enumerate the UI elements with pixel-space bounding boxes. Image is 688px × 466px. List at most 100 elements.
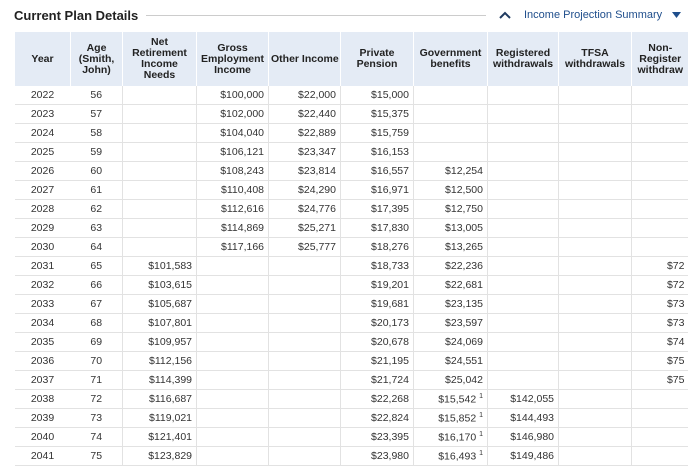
cell-text: $72: [667, 260, 685, 272]
table-cell: [414, 86, 488, 105]
table-cell: [414, 105, 488, 124]
table-cell: [269, 276, 341, 295]
cell-text: $12,500: [445, 184, 483, 196]
cell-text: $22,236: [445, 260, 483, 272]
cell-text: $22,268: [371, 393, 409, 405]
table-cell: 68: [71, 314, 123, 333]
dropdown-icon[interactable]: [672, 12, 682, 20]
table-cell: [123, 105, 197, 124]
cell-text: $25,042: [445, 374, 483, 386]
table-cell: $144,493: [488, 409, 559, 428]
cell-text: $23,347: [298, 146, 336, 158]
table-cell: [123, 219, 197, 238]
table-cell: [269, 295, 341, 314]
table-cell: $108,243: [197, 162, 269, 181]
cell-text: $22,824: [371, 412, 409, 424]
table-cell: [269, 390, 341, 409]
table-cell: $146,980: [488, 428, 559, 447]
header-line: withdraw: [634, 65, 687, 76]
cell-text: 63: [90, 222, 102, 234]
cell-text: $22,681: [445, 279, 483, 291]
cell-text: $25,271: [298, 222, 336, 234]
table-cell: [632, 86, 688, 105]
table-cell: $15,375: [341, 105, 414, 124]
footnote-marker: 1: [479, 393, 483, 400]
table-cell: 60: [71, 162, 123, 181]
cell-text: $15,000: [371, 89, 409, 101]
cell-text: $17,830: [371, 222, 409, 234]
table-cell: [559, 219, 632, 238]
table-cell: $72: [632, 257, 688, 276]
table-cell: [488, 295, 559, 314]
table-cell: $22,236: [414, 257, 488, 276]
table-cell: 2040: [15, 428, 71, 447]
table-cell: $102,000: [197, 105, 269, 124]
table-cell: [632, 162, 688, 181]
table-cell: [269, 428, 341, 447]
table-cell: $121,401: [123, 428, 197, 447]
table-cell: $20,173: [341, 314, 414, 333]
table-cell: 2023: [15, 105, 71, 124]
table-cell: $25,042: [414, 371, 488, 390]
table-cell: $15,852 1: [414, 409, 488, 428]
cell-text: 58: [90, 127, 102, 139]
table-cell: $25,777: [269, 238, 341, 257]
cell-text: $12,254: [445, 165, 483, 177]
table-cell: $19,681: [341, 295, 414, 314]
cell-text: 70: [90, 355, 102, 367]
cell-text: 65: [90, 260, 102, 272]
table-cell: $114,869: [197, 219, 269, 238]
footnote-marker: 1: [479, 412, 483, 419]
table-cell: $107,801: [123, 314, 197, 333]
cell-text: 2024: [31, 127, 54, 139]
table-cell: [123, 143, 197, 162]
projection-link[interactable]: Income Projection Summary: [524, 9, 662, 21]
table-cell: 62: [71, 200, 123, 219]
cell-text: $109,957: [148, 336, 192, 348]
table-cell: $105,687: [123, 295, 197, 314]
table-cell: [123, 162, 197, 181]
cell-text: 2038: [31, 393, 54, 405]
table-cell: $109,957: [123, 333, 197, 352]
table-cell: $100,000: [197, 86, 269, 105]
table-cell: 71: [71, 371, 123, 390]
cell-text: $149,486: [510, 450, 554, 462]
header-line: Pension: [343, 59, 411, 70]
cell-text: $15,375: [371, 108, 409, 120]
table-cell: $25,271: [269, 219, 341, 238]
table-cell: 59: [71, 143, 123, 162]
cell-text: $15,542: [438, 393, 476, 405]
collapse-icon[interactable]: [499, 10, 511, 20]
table-cell: $12,500: [414, 181, 488, 200]
column-header: Age(Smith,John): [71, 32, 123, 86]
table-cell: [488, 371, 559, 390]
table-cell: [559, 86, 632, 105]
table-cell: [197, 409, 269, 428]
cell-text: $74: [667, 336, 685, 348]
cell-text: $21,195: [371, 355, 409, 367]
cell-text: 2030: [31, 241, 54, 253]
table-cell: [197, 257, 269, 276]
table-cell: [632, 409, 688, 428]
table-cell: [559, 352, 632, 371]
table-cell: [559, 295, 632, 314]
cell-text: 71: [90, 374, 102, 386]
cell-text: $23,395: [371, 431, 409, 443]
table-cell: [197, 371, 269, 390]
table-cell: $23,395: [341, 428, 414, 447]
table-cell: 66: [71, 276, 123, 295]
cell-text: 62: [90, 203, 102, 215]
cell-text: $24,069: [445, 336, 483, 348]
table-cell: $101,583: [123, 257, 197, 276]
cell-text: 2035: [31, 336, 54, 348]
table-cell: $116,687: [123, 390, 197, 409]
header-line: Other Income: [271, 54, 338, 65]
cell-text: $17,395: [371, 203, 409, 215]
table-cell: $112,616: [197, 200, 269, 219]
